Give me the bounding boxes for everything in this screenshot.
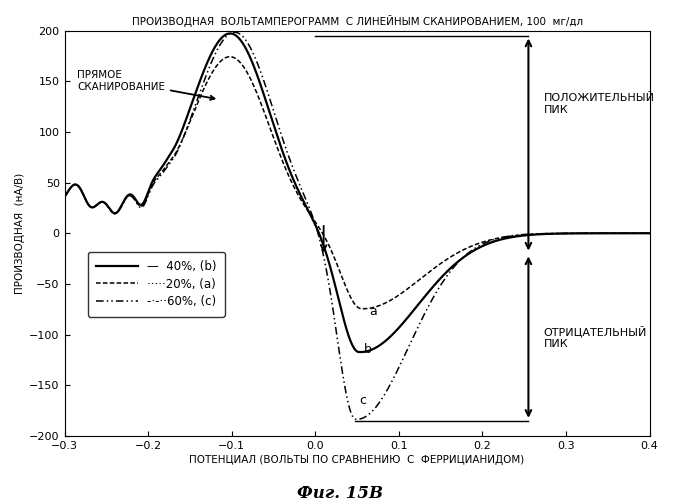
Text: ПРЯМОЕ
СКАНИРОВАНИЕ: ПРЯМОЕ СКАНИРОВАНИЕ: [77, 70, 214, 100]
X-axis label: ПОТЕНЦИАЛ (ВОЛЬТЫ ПО СРАВНЕНИЮ  С  ФЕРРИЦИАНИДОМ): ПОТЕНЦИАЛ (ВОЛЬТЫ ПО СРАВНЕНИЮ С ФЕРРИЦИ…: [190, 455, 525, 465]
Text: c: c: [359, 394, 366, 407]
Legend: —  40%, (b), ·····20%, (a), -·-··60%, (c): — 40%, (b), ·····20%, (a), -·-··60%, (c): [88, 252, 225, 316]
Text: ОТРИЦАТЕЛЬНЫЙ
ПИК: ОТРИЦАТЕЛЬНЫЙ ПИК: [543, 326, 647, 349]
Text: b: b: [364, 344, 372, 356]
Text: Фиг. 15В: Фиг. 15В: [297, 484, 383, 500]
Text: a: a: [369, 305, 377, 318]
Title: ПРОИЗВОДНАЯ  ВОЛЬТАМПЕРОГРАММ  С ЛИНЕЙНЫМ СКАНИРОВАНИЕМ, 100  мг/дл: ПРОИЗВОДНАЯ ВОЛЬТАМПЕРОГРАММ С ЛИНЕЙНЫМ …: [131, 15, 583, 27]
Text: ПОЛОЖИТЕЛЬНЫЙ
ПИК: ПОЛОЖИТЕЛЬНЫЙ ПИК: [543, 93, 654, 115]
Y-axis label: ПРОИЗВОДНАЯ  (нА/В): ПРОИЗВОДНАЯ (нА/В): [15, 172, 25, 294]
